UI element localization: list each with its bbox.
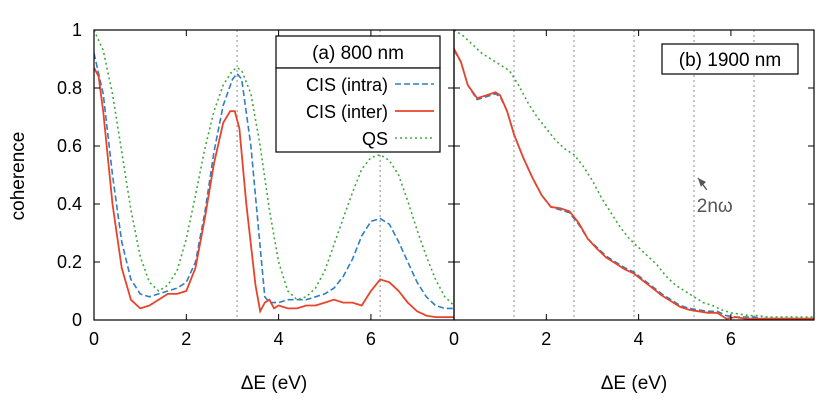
- annotation-label: 2nω: [697, 196, 733, 217]
- y-tick-label: 0.2: [57, 252, 82, 272]
- x-tick-label: 4: [274, 329, 284, 349]
- y-tick-label: 0.4: [57, 194, 82, 214]
- legend-label: CIS (inter): [306, 102, 388, 122]
- x-tick-label: 6: [366, 329, 376, 349]
- x-tick-label: 2: [541, 329, 551, 349]
- x-tick-label: 4: [634, 329, 644, 349]
- x-tick-label: 0: [449, 329, 459, 349]
- y-tick-label: 1: [72, 20, 82, 40]
- legend-label: CIS (intra): [306, 75, 388, 95]
- panel-title: (b) 1900 nm: [679, 50, 781, 71]
- panel-title: (a) 800 nm: [312, 43, 404, 64]
- series-line-cis-inter: [454, 48, 814, 320]
- panel-b: 0 2 4 6 ΔE (eV) (b) 1900 nm 2nω: [449, 29, 815, 394]
- y-axis-label: coherence: [8, 132, 29, 221]
- legend: [275, 67, 441, 153]
- panel-a: 0 2 4 6 0 0.2 0.4 0.6 0.8 1 ΔE (eV) (a) 800 nm CIS (…: [57, 20, 455, 394]
- legend-label: QS: [362, 129, 388, 149]
- series-line-qs: [454, 30, 814, 318]
- y-tick-label: 0: [72, 310, 82, 330]
- x-tick-label: 6: [726, 329, 736, 349]
- x-axis-label: ΔE (eV): [601, 373, 668, 394]
- plot-frame: [453, 29, 815, 321]
- series-line-qs: [94, 30, 454, 307]
- panel-title-box: [275, 35, 441, 69]
- x-axis-label: ΔE (eV): [241, 373, 308, 394]
- series-line-cis-inter: [94, 67, 454, 318]
- panel-title-box: [661, 43, 799, 75]
- y-tick-label: 0.6: [57, 136, 82, 156]
- x-tick-label: 0: [89, 329, 99, 349]
- series-line-cis-intra: [94, 53, 454, 310]
- y-tick-label: 0.8: [57, 78, 82, 98]
- annotation-arrowhead: [698, 178, 707, 187]
- x-tick-label: 2: [181, 329, 191, 349]
